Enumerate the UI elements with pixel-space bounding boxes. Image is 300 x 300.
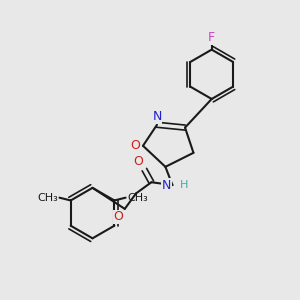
Text: O: O [133,155,143,168]
Text: N: N [152,110,162,123]
Text: F: F [208,31,215,44]
Text: CH₃: CH₃ [37,193,58,203]
Text: CH₃: CH₃ [127,193,148,203]
Text: O: O [130,139,140,152]
Text: H: H [179,180,188,190]
Text: O: O [113,210,123,223]
Text: N: N [162,178,171,191]
